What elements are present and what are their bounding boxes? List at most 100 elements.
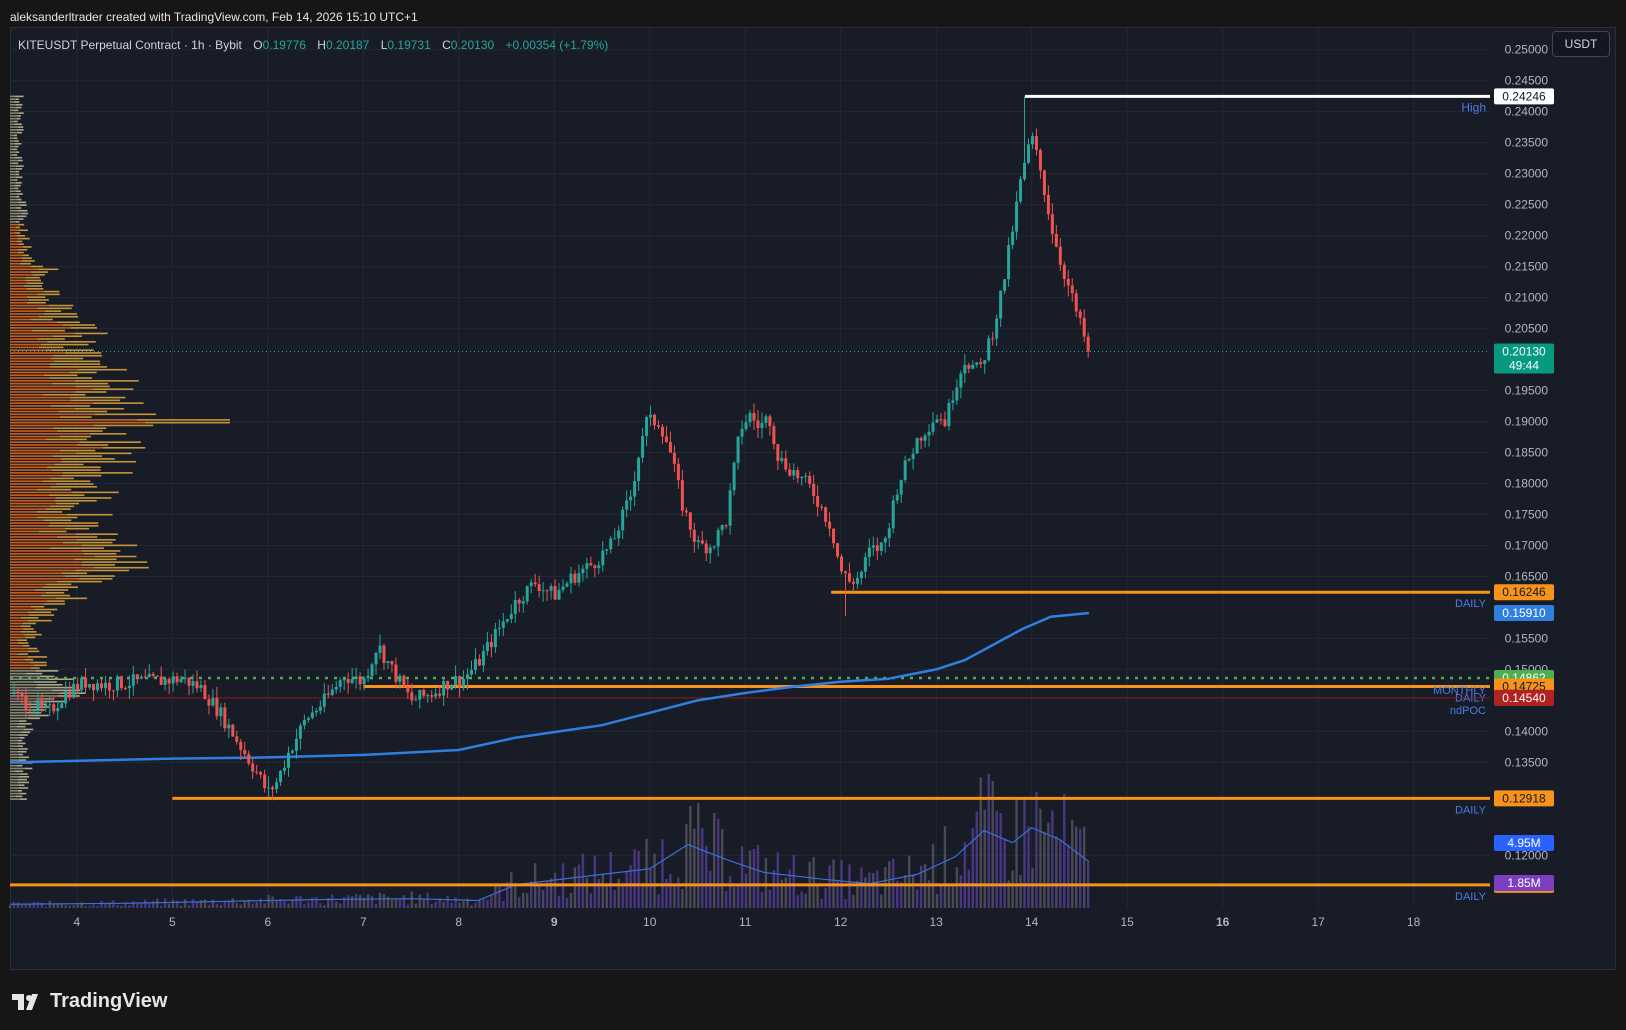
volume-profile-bar	[21, 617, 39, 619]
candle-body	[179, 678, 183, 683]
volume-profile-bar	[16, 170, 20, 173]
volume-profile-bar	[10, 371, 70, 374]
candle-body	[772, 426, 776, 445]
volume-profile-bar	[15, 184, 21, 187]
candle-body	[334, 686, 338, 690]
candle-body	[159, 676, 163, 685]
volume-profile-bar	[10, 591, 46, 594]
candle-body	[485, 641, 489, 652]
volume-profile-bar	[31, 706, 49, 708]
currency-button[interactable]: USDT	[1552, 31, 1610, 57]
candle-body	[1050, 214, 1054, 234]
volume-profile-bar	[16, 98, 19, 100]
volume-profile-bar	[10, 357, 51, 360]
volume-profile-bar	[10, 382, 52, 385]
volume-profile-bar	[10, 156, 15, 159]
candle-body	[76, 683, 80, 690]
volume-bar	[414, 903, 418, 908]
volume-profile-bar	[51, 405, 91, 407]
volume-profile-bar	[72, 491, 119, 494]
volume-profile-bar	[24, 728, 34, 731]
candle-body	[565, 583, 569, 587]
volume-profile-bar	[10, 681, 34, 683]
candle-body	[1058, 246, 1062, 265]
volume-bar	[434, 901, 437, 908]
volume-bar	[398, 898, 402, 908]
ma-line	[9, 611, 1090, 764]
candle-body	[812, 483, 816, 497]
volume-bar	[541, 890, 545, 908]
volume-bar	[812, 856, 815, 908]
chart-pane[interactable]	[10, 27, 1616, 970]
volume-profile-bar	[50, 522, 99, 524]
volume-profile-bar	[10, 173, 16, 176]
volume-profile-bar	[10, 324, 63, 326]
volume-bar	[171, 899, 175, 908]
volume-bar	[915, 889, 919, 908]
candle-body	[625, 500, 629, 510]
volume-bar	[999, 813, 1002, 908]
volume-bar	[152, 900, 155, 908]
volume-ma-badge: 4.95M	[1507, 836, 1540, 850]
volume-profile-bar	[17, 639, 27, 641]
volume-bar	[494, 883, 497, 908]
volume-profile-bar	[37, 684, 63, 686]
volume-profile-bar	[10, 140, 15, 142]
volume-profile-bar	[10, 438, 46, 441]
volume-profile-bar	[10, 103, 16, 106]
volume-bar	[506, 882, 509, 908]
candle-body	[975, 362, 979, 365]
candle-body	[971, 364, 975, 369]
volume-profile-bar	[27, 282, 44, 285]
volume-bar	[593, 855, 597, 908]
volume-bar	[462, 901, 465, 908]
volume-profile-bar	[10, 201, 18, 204]
volume-profile-bar	[10, 739, 18, 742]
candle-body	[163, 679, 167, 685]
volume-bar	[426, 892, 429, 908]
candle-body	[12, 691, 16, 695]
volume-bar	[931, 843, 935, 908]
volume-bar	[657, 894, 660, 908]
candle-body	[418, 689, 422, 700]
candle-body	[557, 589, 561, 600]
volume-profile-bar	[10, 221, 16, 223]
candle-body	[259, 772, 263, 775]
volume-bar	[120, 906, 123, 908]
volume-profile-bar	[20, 262, 31, 265]
volume-profile-bar	[93, 402, 144, 404]
candle-body	[1038, 149, 1042, 171]
volume-profile-bar	[16, 195, 20, 198]
volume-bar	[311, 897, 314, 908]
candle-body	[1086, 336, 1090, 352]
volume-bar	[573, 867, 577, 908]
candles	[12, 96, 1090, 801]
candle-body	[656, 425, 660, 427]
volume-profile-bar	[10, 243, 19, 245]
candle-body	[1015, 201, 1019, 232]
candle-body	[147, 673, 151, 678]
volume-bar	[60, 904, 63, 908]
volume-profile-bar	[10, 251, 18, 254]
candle-body	[207, 699, 211, 706]
volume-bar	[8, 905, 12, 908]
volume-profile-bar	[10, 285, 24, 287]
volume-profile-bar	[10, 332, 75, 335]
volume-bar	[275, 900, 278, 908]
volume-bar	[1015, 797, 1018, 908]
high-badge: 0.24246	[1502, 89, 1546, 103]
volume-profile-bar	[79, 578, 113, 580]
volume-profile-bar	[18, 218, 24, 220]
volume-bar	[800, 891, 803, 908]
volume-profile-bar	[10, 614, 29, 616]
volume-bar	[661, 839, 664, 908]
volume-profile-bar	[10, 360, 54, 363]
candle-body	[24, 696, 28, 710]
volume-profile-bar	[10, 778, 18, 781]
volume-bar	[1055, 836, 1058, 908]
volume-profile-bar	[10, 483, 56, 485]
volume-profile-bar	[77, 452, 132, 455]
volume-profile-bar	[10, 142, 15, 145]
volume-bar	[108, 902, 111, 908]
